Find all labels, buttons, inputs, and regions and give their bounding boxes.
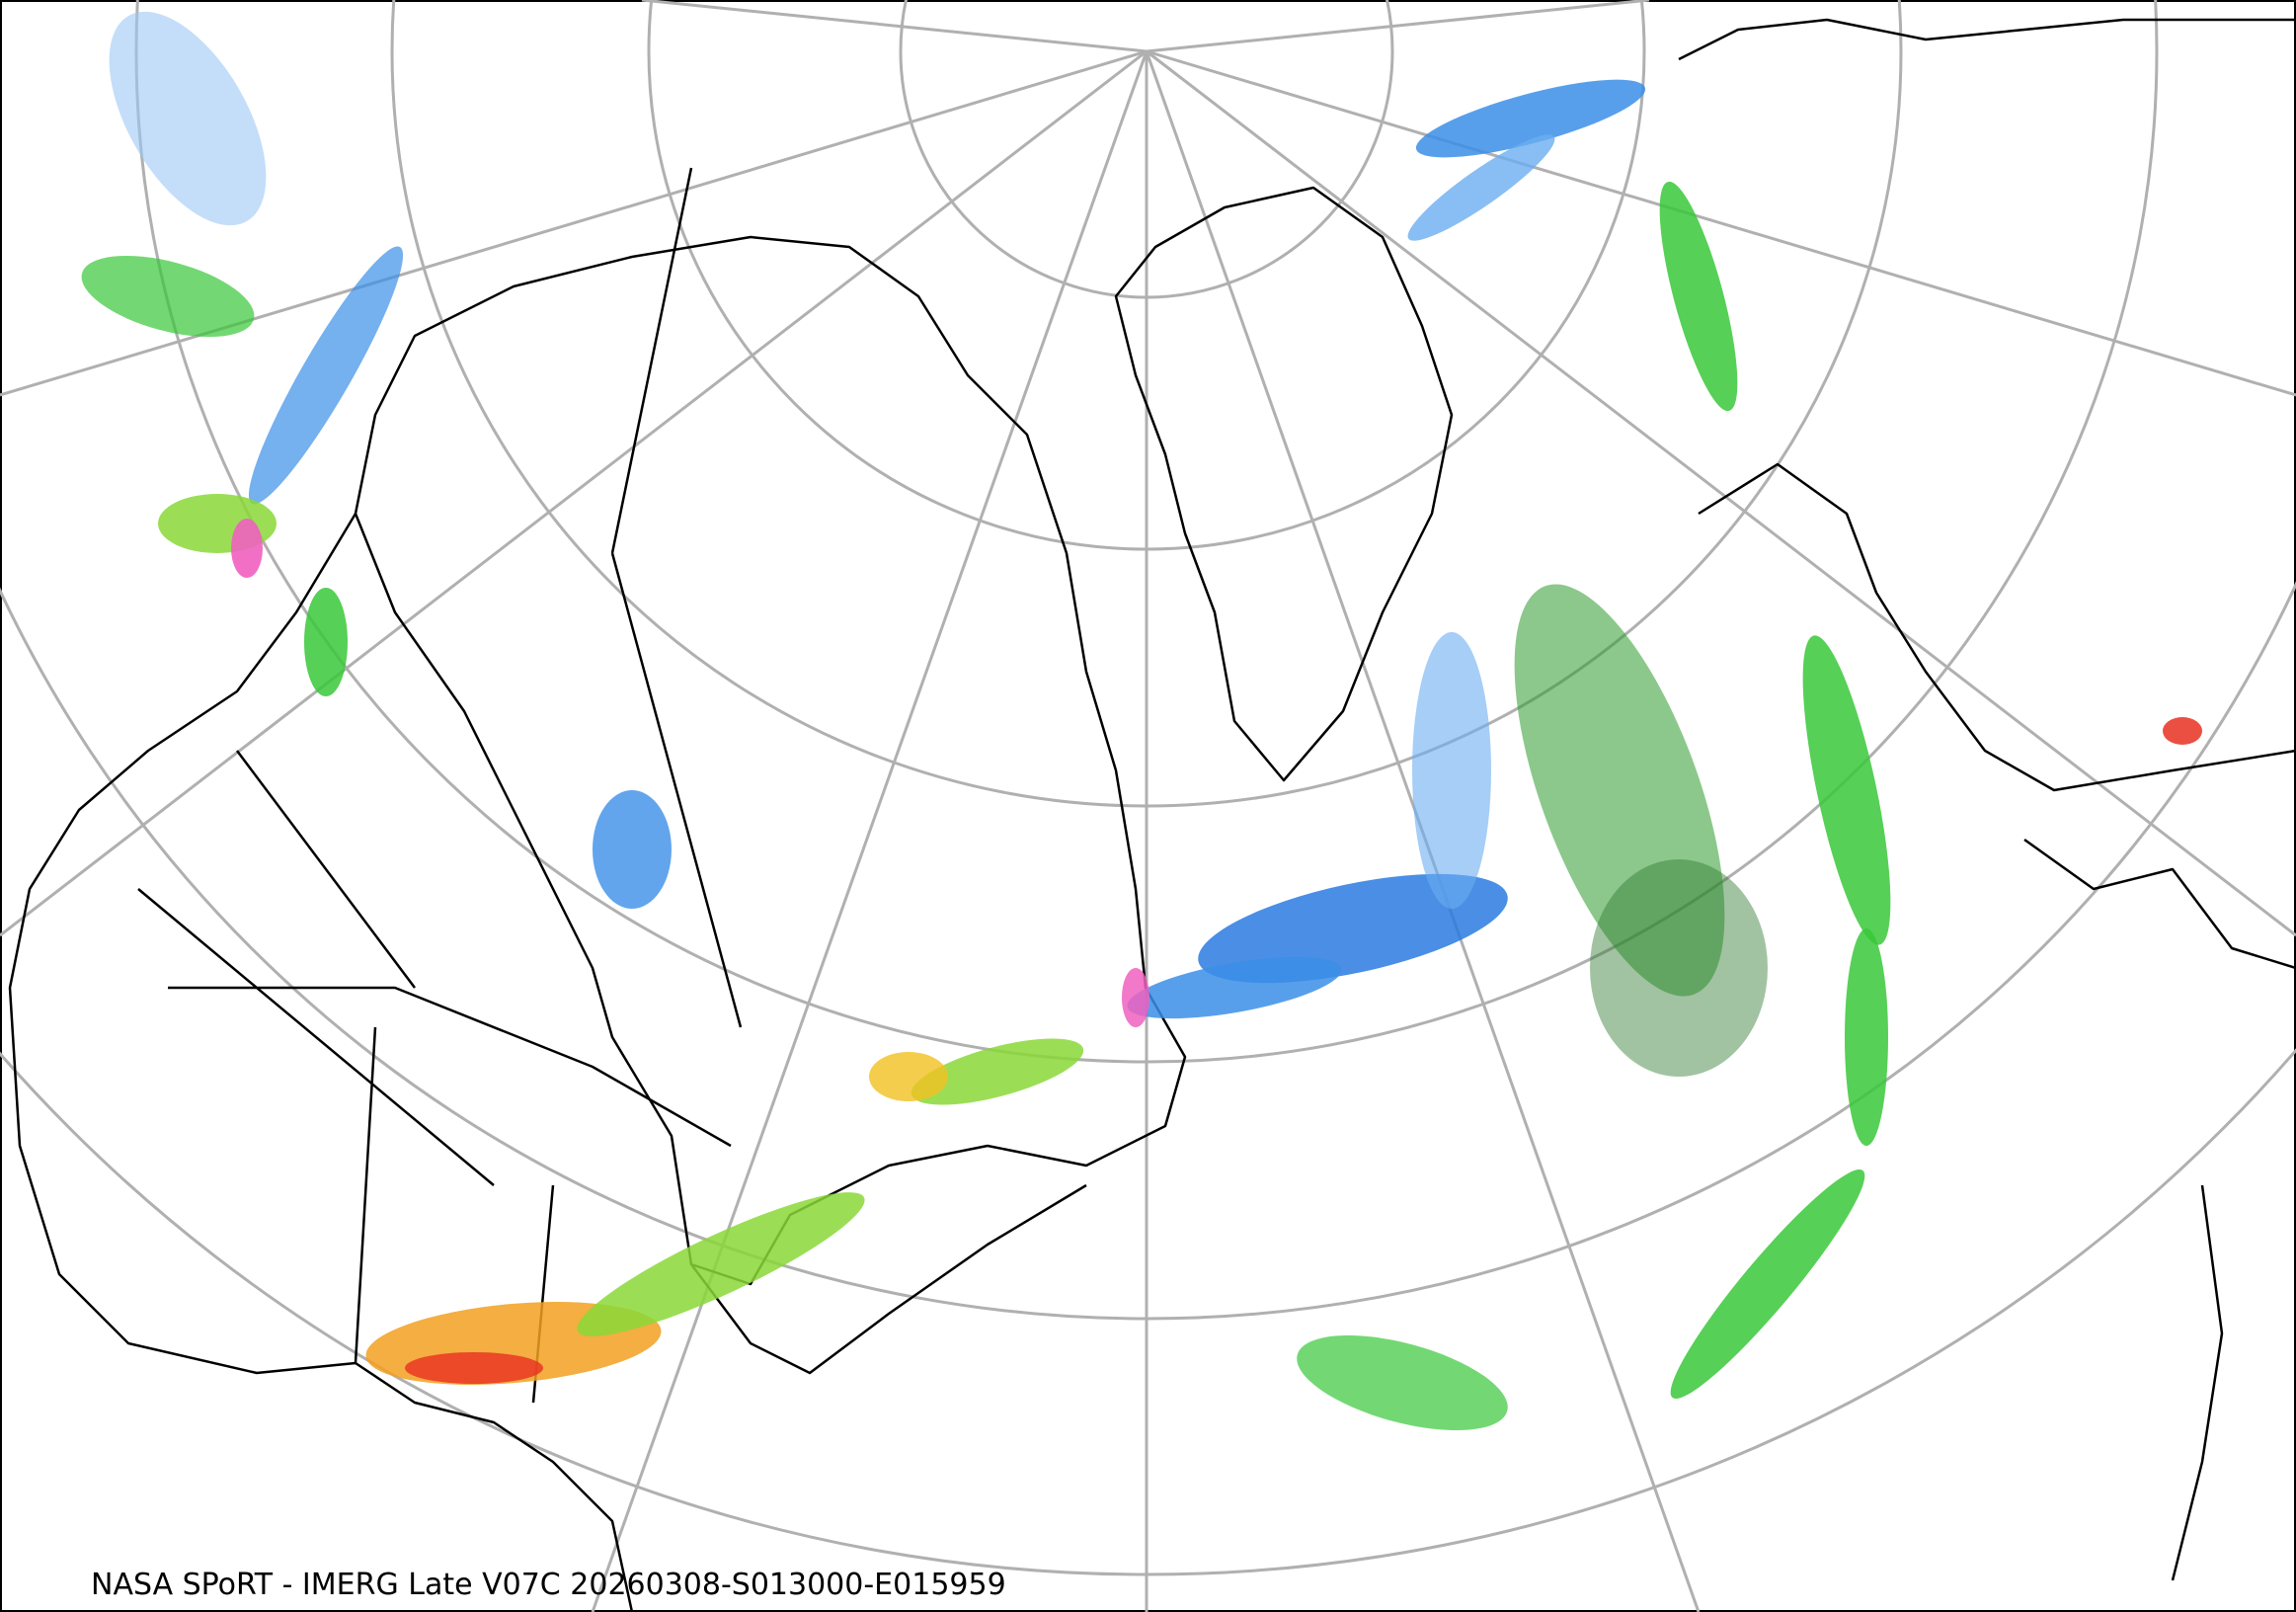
caption: NASA SPoRT - IMERG Late V07C 20260308-S0… [91, 1568, 1006, 1602]
precipitation [81, 11, 2202, 1430]
coastlines [8, 18, 2296, 1612]
